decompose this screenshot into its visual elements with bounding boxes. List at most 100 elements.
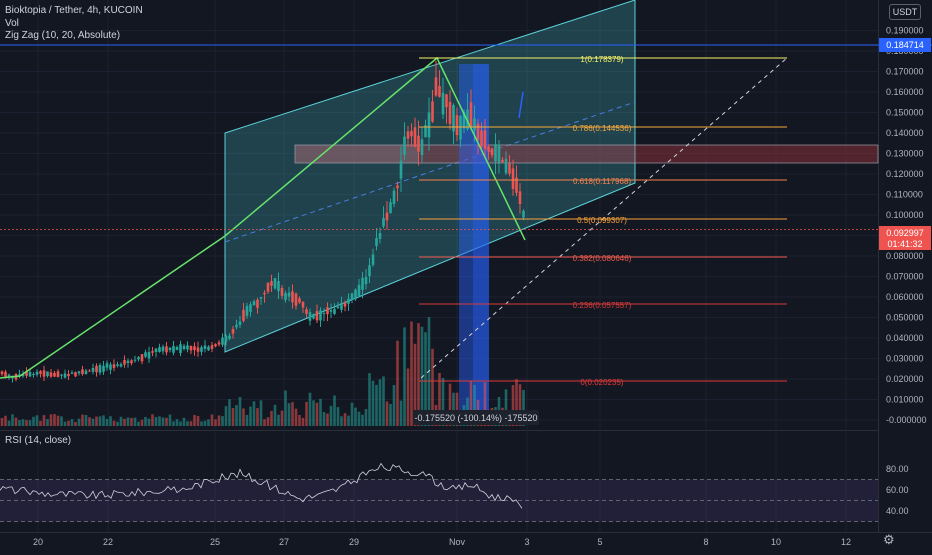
volume-bar	[137, 421, 140, 426]
volume-bar	[354, 407, 357, 426]
volume-bar	[231, 408, 235, 426]
currency-selector[interactable]: USDT	[889, 4, 921, 20]
candle-body	[462, 111, 466, 129]
candle-body	[179, 344, 182, 354]
volume-bar	[56, 415, 60, 426]
price-axis-label: 0.170000	[886, 67, 924, 77]
zigzag-legend[interactable]: Zig Zag (10, 20, Absolute)	[5, 30, 121, 41]
volume-bar	[382, 376, 385, 426]
volume-bar	[238, 397, 242, 426]
candle-body	[315, 311, 319, 321]
volume-bar	[168, 414, 172, 426]
candle-body	[193, 346, 196, 351]
hline-price-tag	[879, 38, 931, 52]
volume-bar	[81, 414, 84, 426]
candle-body	[301, 301, 305, 308]
volume-bar	[179, 421, 182, 426]
volume-bar	[322, 412, 326, 426]
time-axis-label: Nov	[449, 537, 466, 547]
candle-body	[361, 277, 364, 290]
volume-bar	[84, 414, 88, 426]
volume-bar	[151, 414, 154, 426]
time-axis-label: 3	[524, 537, 529, 547]
candle-body	[200, 347, 203, 352]
volume-bar	[284, 390, 287, 426]
volume-bar	[98, 416, 102, 426]
volume-bar	[273, 404, 277, 426]
candle-body	[375, 238, 378, 247]
candle-body	[291, 291, 294, 303]
volume-bar	[347, 415, 350, 426]
rsi-legend[interactable]: RSI (14, close)	[5, 435, 72, 446]
price-axis-label: 0.160000	[886, 87, 924, 97]
candle-body	[84, 370, 88, 375]
volume-bar	[18, 420, 21, 426]
volume-bar	[161, 417, 165, 426]
volume-bar	[165, 417, 168, 426]
candle-body	[336, 306, 340, 309]
candle-body	[305, 309, 308, 314]
volume-bar	[112, 420, 116, 426]
volume-bar	[420, 326, 424, 426]
candle-body	[74, 372, 77, 377]
candle-body	[298, 298, 301, 303]
volume-bar	[39, 420, 42, 426]
candle-body	[130, 360, 133, 364]
candle-body	[522, 210, 525, 218]
candle-body	[4, 371, 7, 378]
fib-level-label: 0.382(0.080646)	[573, 254, 632, 263]
volume-bar	[399, 400, 403, 426]
rsi-axis-label: 40.00	[886, 506, 909, 516]
candle-body	[196, 347, 200, 352]
candle-body	[273, 278, 277, 289]
candle-body	[494, 144, 497, 162]
candle-body	[91, 368, 95, 372]
candle-body	[483, 130, 487, 150]
candle-body	[413, 127, 417, 147]
candle-body	[392, 190, 396, 204]
candle-body	[284, 293, 287, 300]
volume-bar	[95, 416, 98, 426]
candle-body	[350, 293, 354, 300]
gear-icon[interactable]: ⚙	[883, 532, 895, 547]
volume-bar	[77, 418, 81, 426]
candle-body	[168, 347, 172, 351]
candle-body	[98, 365, 102, 373]
candle-body	[364, 277, 368, 285]
volume-bar	[385, 401, 389, 426]
candle-body	[112, 364, 116, 368]
candle-body	[487, 146, 490, 152]
candle-body	[515, 177, 518, 193]
candle-body	[175, 347, 179, 350]
price-axis-label: 0.140000	[886, 128, 924, 138]
volume-bar	[228, 399, 231, 426]
candle-body	[207, 346, 210, 351]
volume-bar	[21, 419, 25, 426]
parallel-channel	[224, 0, 636, 353]
price-axis-label: 0.100000	[886, 210, 924, 220]
candle-body	[242, 309, 245, 321]
volume-bar	[256, 408, 259, 426]
measure-box-inner	[473, 64, 489, 412]
volume-bar	[298, 414, 301, 426]
volume-bar	[375, 384, 378, 426]
volume-bar	[392, 385, 396, 426]
candle-body	[329, 310, 333, 312]
volume-bar	[49, 414, 53, 426]
volume-bar	[452, 392, 455, 426]
price-axis-label: 0.030000	[886, 354, 924, 364]
volume-bar	[116, 421, 119, 426]
symbol-legend[interactable]: Bioktopia / Tether, 4h, KUCOIN	[5, 5, 143, 16]
volume-bar	[189, 421, 193, 426]
volume-bar	[140, 419, 144, 426]
candle-body	[53, 372, 56, 377]
drawn-line	[518, 91, 524, 119]
time-axis-label: 22	[103, 537, 113, 547]
vol-legend[interactable]: Vol	[5, 18, 19, 29]
candle-body	[39, 371, 42, 374]
candle-body	[480, 130, 483, 147]
time-axis-label: 8	[703, 537, 708, 547]
fib-level-label: 0(0.020235)	[580, 378, 623, 387]
volume-bar	[336, 407, 340, 426]
